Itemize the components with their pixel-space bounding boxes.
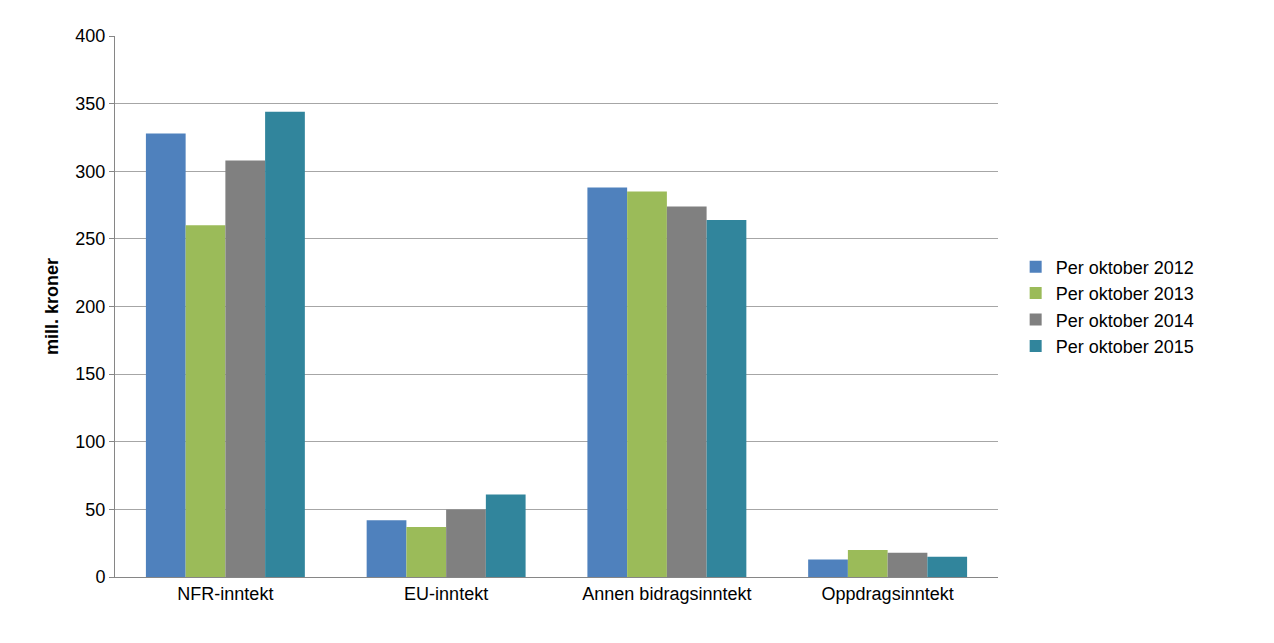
svg-text:300: 300 [75,162,105,182]
svg-text:0: 0 [95,567,105,587]
svg-text:100: 100 [75,432,105,452]
svg-text:Oppdragsinntekt: Oppdragsinntekt [822,584,954,604]
svg-text:NFR-inntekt: NFR-inntekt [177,584,273,604]
svg-text:EU-inntekt: EU-inntekt [404,584,488,604]
svg-text:150: 150 [75,364,105,384]
svg-text:200: 200 [75,297,105,317]
svg-text:Per oktober 2013: Per oktober 2013 [1056,284,1194,304]
svg-text:400: 400 [75,26,105,46]
svg-text:Per oktober 2012: Per oktober 2012 [1056,258,1194,278]
svg-text:Annen bidragsinntekt: Annen bidragsinntekt [582,584,751,604]
svg-text:Per oktober 2014: Per oktober 2014 [1056,311,1194,331]
svg-text:350: 350 [75,94,105,114]
svg-text:250: 250 [75,229,105,249]
svg-text:50: 50 [85,500,105,520]
svg-text:mill. kroner: mill. kroner [42,258,62,355]
svg-text:Per oktober 2015: Per oktober 2015 [1056,337,1194,357]
